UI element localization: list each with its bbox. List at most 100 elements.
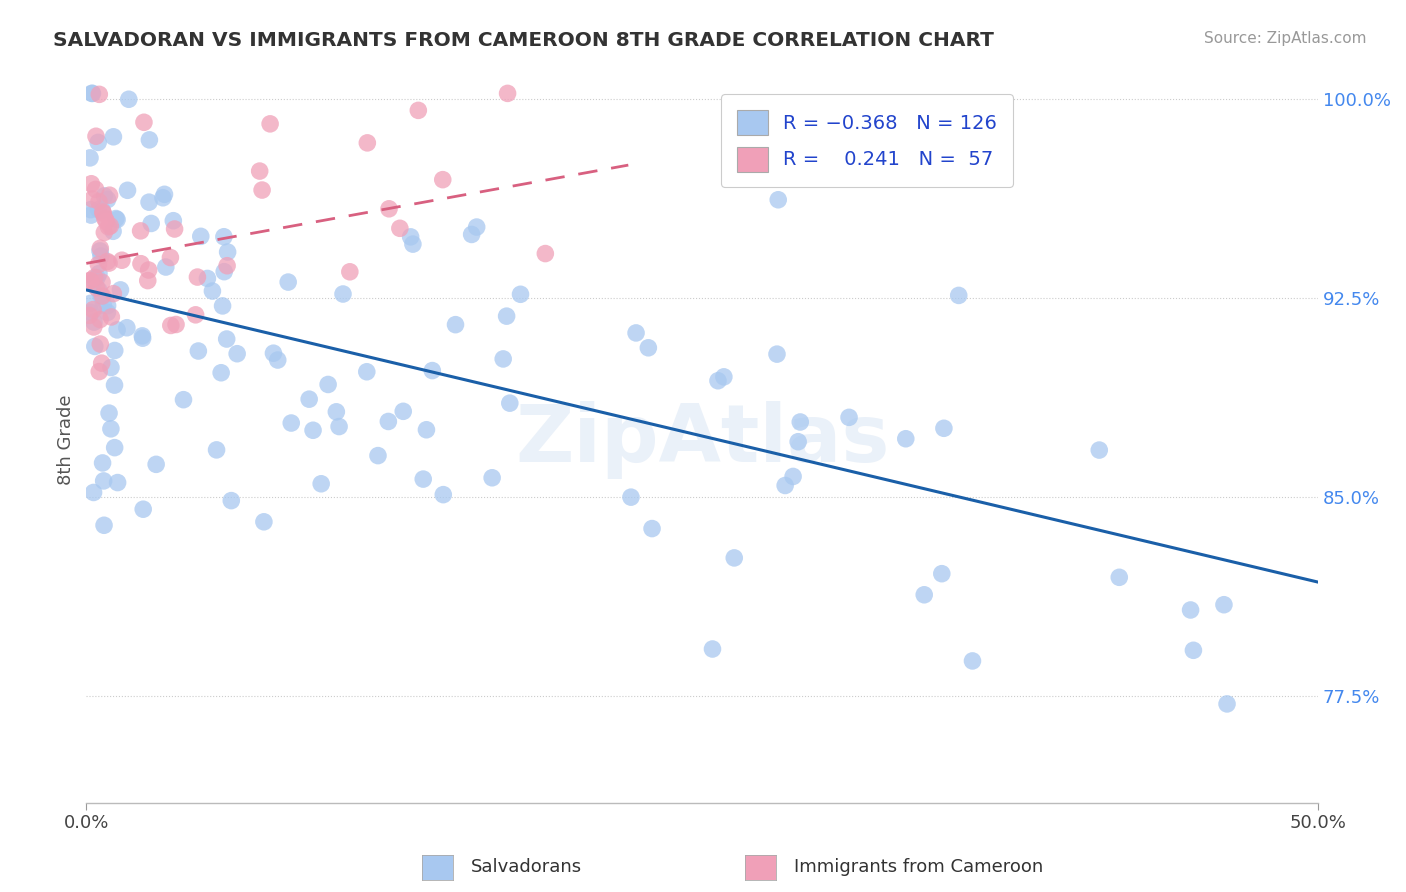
Point	[309, 476, 332, 491]
Point	[215, 332, 238, 346]
Point	[93, 226, 115, 240]
Point	[100, 360, 122, 375]
Point	[250, 183, 273, 197]
Point	[184, 308, 207, 322]
Point	[534, 246, 557, 260]
Point	[132, 115, 155, 129]
Point	[138, 263, 160, 277]
Point	[212, 265, 235, 279]
Point	[101, 224, 124, 238]
Point	[723, 550, 745, 565]
Point	[912, 588, 935, 602]
Point	[432, 488, 454, 502]
Point	[444, 318, 467, 332]
Point	[118, 92, 141, 106]
Point	[79, 296, 101, 310]
Point	[1216, 697, 1239, 711]
Point	[84, 129, 107, 144]
Point	[87, 194, 110, 209]
Point	[894, 432, 917, 446]
Point	[87, 258, 110, 272]
Point	[280, 416, 302, 430]
Point	[131, 329, 153, 343]
Text: Immigrants from Cameroon: Immigrants from Cameroon	[794, 858, 1043, 876]
Point	[773, 478, 796, 492]
Point	[79, 309, 101, 323]
Point	[89, 241, 111, 255]
Point	[226, 347, 249, 361]
Point	[339, 265, 361, 279]
Point	[378, 202, 401, 216]
Point	[496, 87, 519, 101]
Point	[105, 323, 128, 337]
Point	[277, 275, 299, 289]
Point	[87, 267, 110, 281]
Point	[98, 188, 121, 202]
Legend: R = −0.368   N = 126, R =    0.241   N =  57: R = −0.368 N = 126, R = 0.241 N = 57	[721, 95, 1012, 187]
Point	[98, 219, 121, 233]
Point	[766, 347, 789, 361]
Point	[197, 271, 219, 285]
Point	[931, 566, 953, 581]
Point	[105, 212, 128, 227]
Point	[356, 365, 378, 379]
Point	[83, 315, 105, 329]
Point	[97, 219, 120, 234]
Point	[217, 259, 239, 273]
Point	[80, 273, 103, 287]
Text: Source: ZipAtlas.com: Source: ZipAtlas.com	[1204, 31, 1367, 46]
Point	[91, 205, 114, 219]
Point	[787, 434, 810, 449]
Point	[782, 469, 804, 483]
Point	[415, 423, 437, 437]
Point	[145, 458, 167, 472]
Point	[267, 353, 290, 368]
Point	[100, 422, 122, 436]
Point	[932, 421, 955, 435]
Point	[90, 249, 112, 263]
Point	[217, 245, 239, 260]
Point	[1182, 643, 1205, 657]
Point	[91, 456, 114, 470]
Point	[159, 251, 181, 265]
Point	[83, 339, 105, 353]
Point	[356, 136, 378, 150]
Point	[219, 493, 242, 508]
Point	[1180, 603, 1202, 617]
Point	[129, 257, 152, 271]
Point	[83, 270, 105, 285]
Point	[87, 136, 110, 150]
Point	[79, 274, 101, 288]
Point	[420, 363, 443, 377]
Point	[1088, 443, 1111, 458]
Point	[138, 195, 160, 210]
Point	[96, 254, 118, 268]
Point	[186, 270, 208, 285]
Point	[262, 346, 284, 360]
Point	[91, 289, 114, 303]
Point	[388, 221, 411, 235]
Point	[377, 414, 399, 428]
Point	[165, 318, 187, 332]
Point	[460, 227, 482, 242]
Point	[162, 213, 184, 227]
Point	[83, 320, 105, 334]
Point	[153, 187, 176, 202]
Point	[1213, 598, 1236, 612]
Point	[707, 374, 730, 388]
Point	[91, 206, 114, 220]
Point	[96, 305, 118, 319]
Point	[298, 392, 321, 407]
Point	[111, 253, 134, 268]
Point	[838, 410, 860, 425]
Point	[103, 286, 125, 301]
Point	[465, 220, 488, 235]
Point	[209, 366, 232, 380]
Point	[82, 87, 104, 101]
Point	[94, 211, 117, 226]
Y-axis label: 8th Grade: 8th Grade	[58, 395, 75, 485]
Point	[948, 288, 970, 302]
Point	[332, 287, 354, 301]
Point	[80, 305, 103, 319]
Point	[249, 164, 271, 178]
